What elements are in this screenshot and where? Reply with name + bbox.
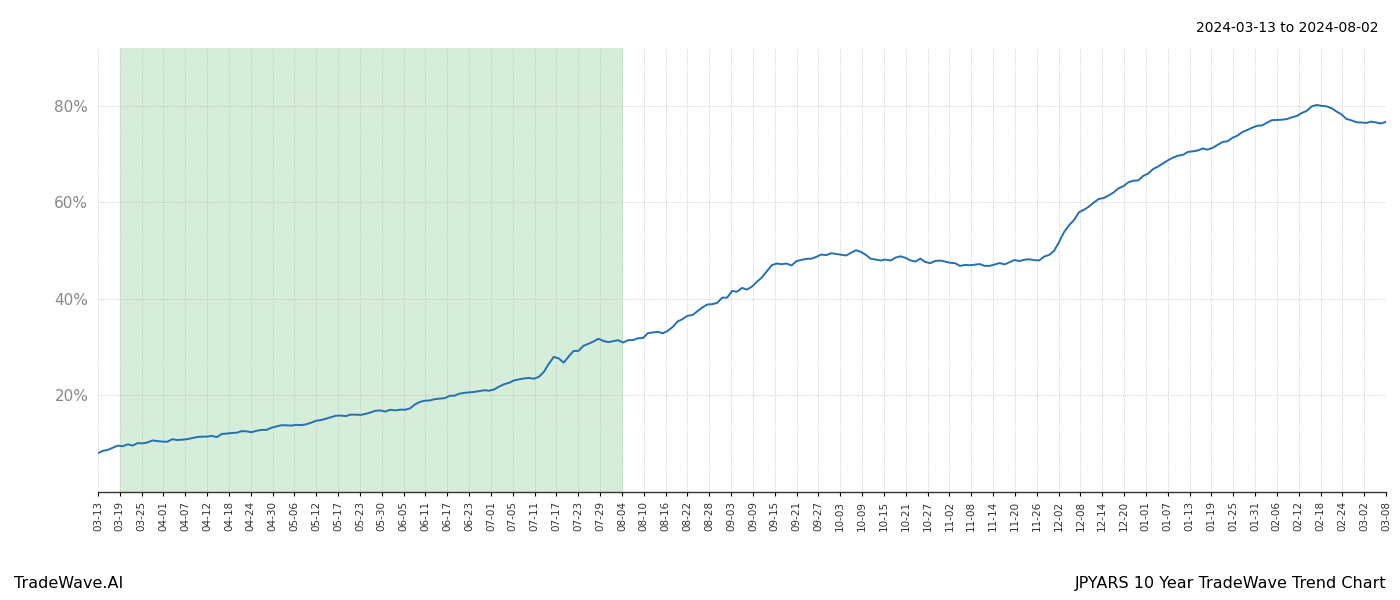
Text: 2024-03-13 to 2024-08-02: 2024-03-13 to 2024-08-02 [1197, 21, 1379, 35]
Bar [120, 48, 622, 492]
Text: TradeWave.AI: TradeWave.AI [14, 576, 123, 591]
Text: JPYARS 10 Year TradeWave Trend Chart: JPYARS 10 Year TradeWave Trend Chart [1074, 576, 1386, 591]
